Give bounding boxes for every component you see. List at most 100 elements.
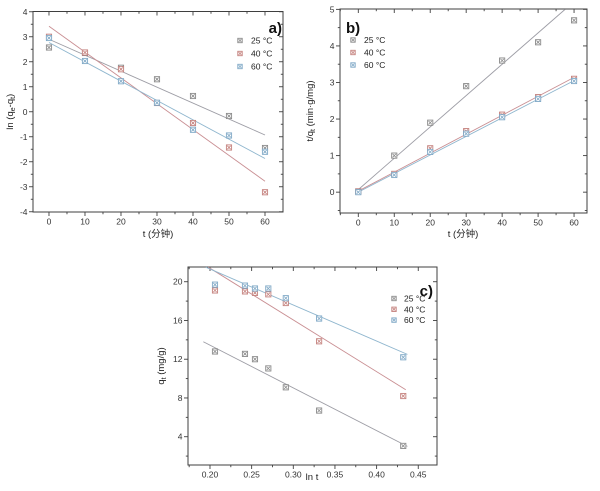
svg-text:25 °C: 25 °C bbox=[251, 36, 272, 46]
svg-text:0.30: 0.30 bbox=[285, 470, 302, 480]
svg-text:2: 2 bbox=[23, 57, 28, 67]
panel-label: c) bbox=[420, 283, 433, 300]
legend-item-0: 25 °C bbox=[350, 35, 385, 45]
svg-text:12: 12 bbox=[173, 354, 183, 364]
x-axis-tick-labels: 0.20 0.25 0.30 0.35 0.40 0.45 bbox=[202, 470, 427, 480]
axis-ticks bbox=[336, 8, 587, 217]
svg-text:60 °C: 60 °C bbox=[251, 62, 272, 72]
chart-b-svg: 0 10 20 30 40 50 60 0 1 2 3 4 5 25 °C 40 °C 60 °C b) t (分… bbox=[305, 4, 588, 240]
chart-panel-c: 0.20 0.25 0.30 0.35 0.40 0.45 4 8 12 16 20 25 °C 40 … bbox=[150, 245, 470, 491]
svg-text:60: 60 bbox=[569, 218, 579, 228]
svg-text:0: 0 bbox=[356, 218, 361, 228]
svg-text:50: 50 bbox=[533, 218, 543, 228]
svg-text:-1: -1 bbox=[20, 132, 28, 142]
legend-item-2: 60 °C bbox=[391, 315, 425, 325]
series-1-markers bbox=[211, 287, 407, 400]
svg-text:25 °C: 25 °C bbox=[364, 35, 385, 45]
svg-text:8: 8 bbox=[178, 393, 183, 403]
svg-text:0.45: 0.45 bbox=[410, 470, 427, 480]
svg-text:20: 20 bbox=[425, 218, 435, 228]
svg-text:40 °C: 40 °C bbox=[404, 304, 425, 314]
svg-text:10: 10 bbox=[80, 217, 90, 227]
svg-text:4: 4 bbox=[178, 432, 183, 442]
svg-text:1: 1 bbox=[330, 151, 335, 161]
x-axis-label: t (分钟) bbox=[143, 228, 174, 240]
series-0-markers bbox=[45, 44, 269, 152]
series-0-markers bbox=[355, 17, 578, 195]
x-axis-label: ln t bbox=[306, 472, 319, 483]
svg-text:4: 4 bbox=[330, 41, 335, 51]
series-0-markers bbox=[211, 348, 407, 449]
svg-text:-4: -4 bbox=[20, 207, 28, 217]
series-2-markers bbox=[355, 77, 578, 196]
axis-ticks bbox=[184, 267, 437, 469]
svg-text:16: 16 bbox=[173, 315, 183, 325]
svg-text:40 °C: 40 °C bbox=[251, 49, 272, 59]
y-axis-label: t/qt (min·g/mg) bbox=[305, 80, 317, 141]
legend: 25 °C40 °C60 °C bbox=[391, 294, 425, 325]
chart-c-svg: 0.20 0.25 0.30 0.35 0.40 0.45 4 8 12 16 20 25 °C40 … bbox=[156, 266, 438, 483]
panel-label: a) bbox=[269, 20, 282, 37]
fit-line-series-0 bbox=[203, 341, 408, 447]
legend-item-2: 60 °C bbox=[237, 62, 272, 72]
legend-item-0: 25 °C bbox=[391, 294, 425, 304]
legend-item-2: 60 °C bbox=[350, 60, 385, 70]
fit-line-series-1 bbox=[208, 266, 406, 391]
y-axis-label: ln (qe-qt) bbox=[5, 94, 17, 130]
svg-text:25 °C: 25 °C bbox=[404, 294, 425, 304]
svg-text:0.20: 0.20 bbox=[202, 470, 219, 480]
svg-text:4: 4 bbox=[23, 7, 28, 17]
svg-text:40: 40 bbox=[497, 218, 507, 228]
y-axis-tick-labels: 4 8 12 16 20 bbox=[173, 277, 183, 442]
legend: 25 °C 40 °C 60 °C bbox=[237, 36, 272, 72]
svg-text:60 °C: 60 °C bbox=[364, 60, 385, 70]
chart-panel-a: 0 10 20 30 40 50 60 -4 -3 -2 -1 0 1 2 3 4 25 °C 40 °C 60 °… bbox=[0, 0, 300, 245]
svg-text:0: 0 bbox=[330, 187, 335, 197]
panel-label: b) bbox=[346, 20, 360, 37]
svg-text:30: 30 bbox=[461, 218, 471, 228]
svg-text:3: 3 bbox=[23, 32, 28, 42]
fit-line-series-0 bbox=[358, 9, 566, 190]
svg-text:20: 20 bbox=[173, 277, 183, 287]
plot-border bbox=[187, 266, 438, 466]
svg-text:50: 50 bbox=[224, 217, 234, 227]
svg-text:0.40: 0.40 bbox=[368, 470, 385, 480]
svg-text:3: 3 bbox=[330, 77, 335, 87]
series-2-markers bbox=[45, 34, 269, 155]
svg-text:0: 0 bbox=[23, 107, 28, 117]
svg-text:60 °C: 60 °C bbox=[404, 315, 425, 325]
svg-text:0: 0 bbox=[47, 217, 52, 227]
svg-text:2: 2 bbox=[330, 114, 335, 124]
legend: 25 °C 40 °C 60 °C bbox=[350, 35, 385, 70]
series-1-markers bbox=[45, 33, 269, 196]
legend-item-1: 40 °C bbox=[237, 49, 272, 59]
svg-text:20: 20 bbox=[116, 217, 126, 227]
svg-text:1: 1 bbox=[23, 82, 28, 92]
series-2-markers bbox=[211, 281, 407, 361]
svg-text:30: 30 bbox=[152, 217, 162, 227]
y-axis-tick-labels: -4 -3 -2 -1 0 1 2 3 4 bbox=[20, 7, 28, 217]
y-axis-label: qt (mg/g) bbox=[156, 347, 168, 384]
chart-panel-b: 0 10 20 30 40 50 60 0 1 2 3 4 5 25 °C 40 °C 60 °C b) t (分… bbox=[300, 0, 600, 245]
svg-text:0.35: 0.35 bbox=[327, 470, 344, 480]
chart-a-svg: 0 10 20 30 40 50 60 -4 -3 -2 -1 0 1 2 3 4 25 °C 40 °C 60 °… bbox=[5, 7, 284, 240]
svg-text:10: 10 bbox=[390, 218, 400, 228]
axis-ticks bbox=[29, 11, 283, 216]
svg-text:40 °C: 40 °C bbox=[364, 48, 385, 58]
fit-line-series-0 bbox=[48, 38, 266, 136]
svg-text:60: 60 bbox=[260, 217, 270, 227]
svg-text:-2: -2 bbox=[20, 157, 28, 167]
svg-text:5: 5 bbox=[330, 4, 335, 14]
y-axis-tick-labels: 0 1 2 3 4 5 bbox=[330, 4, 335, 197]
svg-text:40: 40 bbox=[188, 217, 198, 227]
x-axis-label: t (分钟) bbox=[448, 228, 479, 240]
legend-item-1: 40 °C bbox=[350, 48, 385, 58]
svg-text:0.25: 0.25 bbox=[243, 470, 260, 480]
legend-item-0: 25 °C bbox=[237, 36, 272, 46]
x-axis-tick-labels: 0 10 20 30 40 50 60 bbox=[47, 217, 270, 227]
legend-item-1: 40 °C bbox=[391, 304, 425, 314]
svg-text:-3: -3 bbox=[20, 182, 28, 192]
fit-line-series-2 bbox=[205, 266, 408, 355]
x-axis-tick-labels: 0 10 20 30 40 50 60 bbox=[356, 218, 579, 228]
